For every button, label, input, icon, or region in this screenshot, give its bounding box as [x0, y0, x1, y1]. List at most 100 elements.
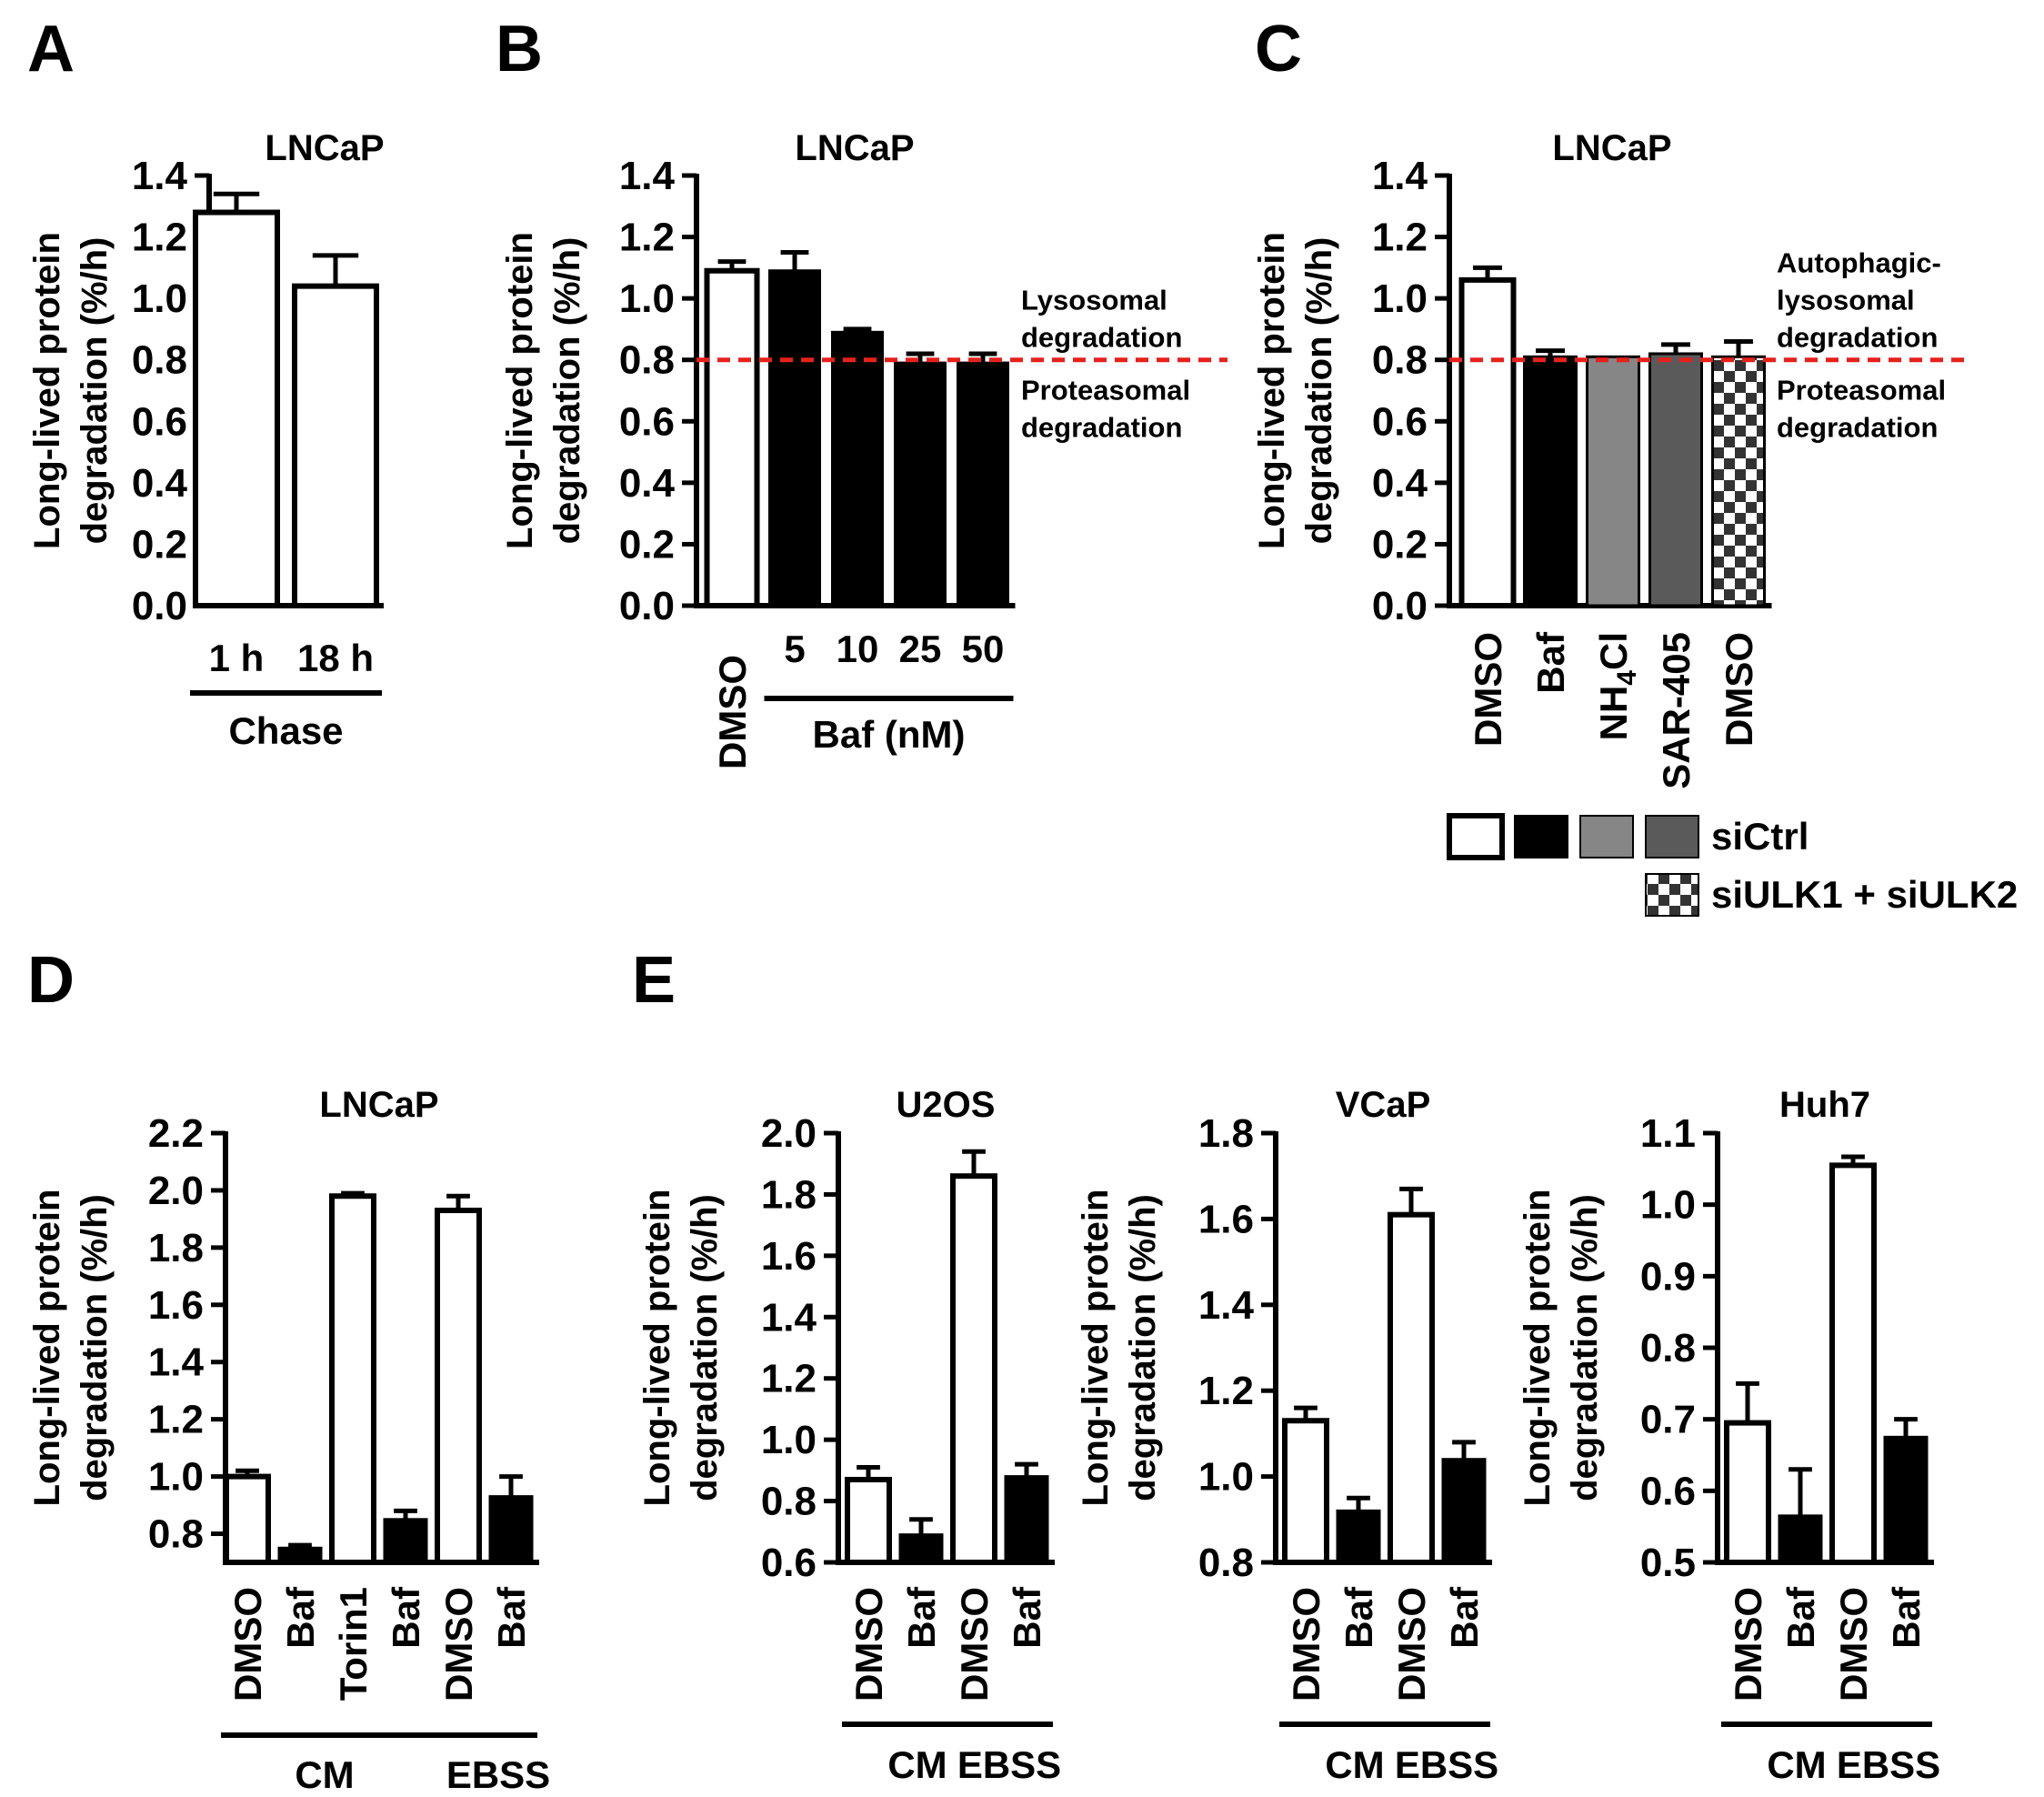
y-tick-label: 2.0 [148, 1169, 204, 1213]
x-tick-label: DMSO [1390, 1587, 1433, 1702]
legend-swatch [1645, 873, 1699, 917]
y-tick-label: 1.6 [761, 1234, 817, 1279]
y-tick-label: 1.0 [1640, 1183, 1696, 1228]
bar [1829, 1162, 1877, 1566]
bar [831, 330, 884, 607]
y-axis-label-line: degradation (%/h) [1123, 1194, 1163, 1501]
y-axis-label-line: degradation (%/h) [685, 1194, 725, 1501]
y-tick-label: 1.4 [761, 1295, 817, 1340]
y-tick-label: 0.9 [1640, 1254, 1696, 1299]
x-tick-label: DMSO [953, 1587, 996, 1702]
chart-e2: VCaP Long-lived protein degradation (%/h) 0… [1076, 1085, 1498, 1786]
x-tick-label: SAR-405 [1655, 632, 1698, 789]
y-axis-label-line: Long-lived protein [500, 232, 540, 549]
group-label: Baf (nM) [813, 713, 966, 756]
group-label: CM [1325, 1743, 1384, 1786]
bar [488, 1495, 534, 1564]
y-axis-label: Long-lived protein degradation (%/h) [27, 232, 115, 549]
bar [704, 267, 760, 608]
y-tick-label: 0.5 [1640, 1541, 1696, 1585]
y-tick-label: 1.2 [619, 216, 675, 260]
y-tick-label: 1.0 [148, 1455, 204, 1500]
group-label: CM [1767, 1743, 1826, 1786]
group-label: EBSS [1395, 1743, 1498, 1786]
bar [894, 361, 947, 607]
annotation-above: Lysosomal [1021, 285, 1167, 316]
y-tick-label: 0.8 [148, 1512, 204, 1557]
x-tick-label: 25 [899, 627, 942, 670]
y-tick-label: 0.2 [619, 522, 675, 567]
y-axis-label-line: Long-lived protein [1252, 232, 1292, 549]
bar [1004, 1475, 1049, 1564]
y-axis-label: Long-lived protein degradation (%/h) [1518, 1190, 1605, 1507]
legend-label: siCtrl [1711, 815, 1809, 858]
x-tick-label: DMSO [1727, 1587, 1769, 1702]
x-tick-label: DMSO [1467, 632, 1509, 747]
chart-title: U2OS [897, 1085, 996, 1125]
x-tick-label: DMSO [437, 1587, 480, 1702]
y-axis-label-line: Long-lived protein [1076, 1190, 1116, 1507]
panel-letter-a: A [27, 13, 75, 85]
x-tick-label: DMSO [847, 1587, 890, 1702]
annotation-above: degradation [1021, 322, 1182, 354]
bar [898, 1533, 944, 1564]
legend-swatch [1447, 813, 1505, 860]
x-tick-label-subscript: 4 [1612, 670, 1642, 686]
y-tick-label: 1.4 [132, 154, 188, 198]
y-tick-label: 1.6 [1198, 1197, 1254, 1241]
y-tick-label: 2.2 [148, 1111, 204, 1156]
annotation-below: degradation [1021, 412, 1182, 444]
x-tick-label: DMSO [1718, 632, 1760, 747]
x-tick-label: DMSO [1832, 1587, 1875, 1702]
x-tick-label: Baf [1443, 1586, 1486, 1649]
bar [1282, 1418, 1329, 1565]
annotation-above: lysosomal [1777, 285, 1915, 316]
y-tick-label: 1.4 [1198, 1283, 1255, 1328]
chart-c: LNCaP Long-lived protein degradation (%/h)… [1252, 128, 2018, 917]
y-tick-label: 1.2 [1372, 216, 1428, 260]
y-tick-label: 1.2 [148, 1398, 204, 1442]
bar [1336, 1509, 1381, 1564]
y-tick-label: 1.4 [619, 154, 676, 198]
y-axis-label-line: degradation (%/h) [1565, 1194, 1605, 1501]
bar [193, 209, 280, 609]
y-tick-label: 1.0 [619, 276, 675, 321]
x-tick-label: Baf [1529, 631, 1572, 694]
y-tick-label: 1.0 [1372, 276, 1428, 321]
x-tick-label: Baf [385, 1586, 427, 1649]
chart-title: LNCaP [795, 128, 914, 168]
y-tick-label: 0.7 [1640, 1398, 1696, 1442]
y-tick-label: 0.8 [1372, 338, 1428, 383]
y-tick-label: 2.0 [761, 1111, 817, 1156]
chart-a: LNCaP Long-lived protein degradation (%/h)… [27, 128, 385, 752]
y-axis-label-line: degradation (%/h) [75, 1194, 115, 1501]
legend-swatch [1645, 815, 1699, 858]
x-tick-label: DMSO [1285, 1587, 1328, 1702]
y-axis-label-line: degradation (%/h) [75, 237, 115, 545]
legend-swatch [1514, 815, 1568, 858]
x-tick-label-part: NH [1592, 686, 1635, 741]
y-tick-label: 0.8 [619, 338, 675, 383]
x-tick-label: 18 h [297, 637, 374, 679]
bar [383, 1518, 428, 1564]
x-tick-label: 5 [784, 627, 805, 670]
bar [957, 361, 1009, 607]
chart-title: VCaP [1336, 1085, 1431, 1125]
x-tick-label: Baf [900, 1586, 943, 1649]
group-label: CM [887, 1743, 947, 1786]
panel-letter-c: C [1255, 13, 1302, 85]
group-label: CM [295, 1753, 354, 1796]
bar [1711, 355, 1766, 607]
x-tick-label: Baf [279, 1586, 322, 1649]
chart-title: LNCaP [265, 128, 384, 168]
y-tick-label: 0.0 [619, 584, 675, 628]
y-tick-label: 1.2 [761, 1357, 817, 1401]
bar [329, 1193, 376, 1566]
y-tick-label: 0.8 [132, 338, 187, 383]
bar [224, 1473, 271, 1565]
bar [845, 1476, 892, 1566]
bar [768, 269, 821, 607]
bar [1458, 276, 1517, 608]
y-axis-label-line: Long-lived protein [637, 1190, 677, 1507]
bar [1724, 1420, 1771, 1565]
